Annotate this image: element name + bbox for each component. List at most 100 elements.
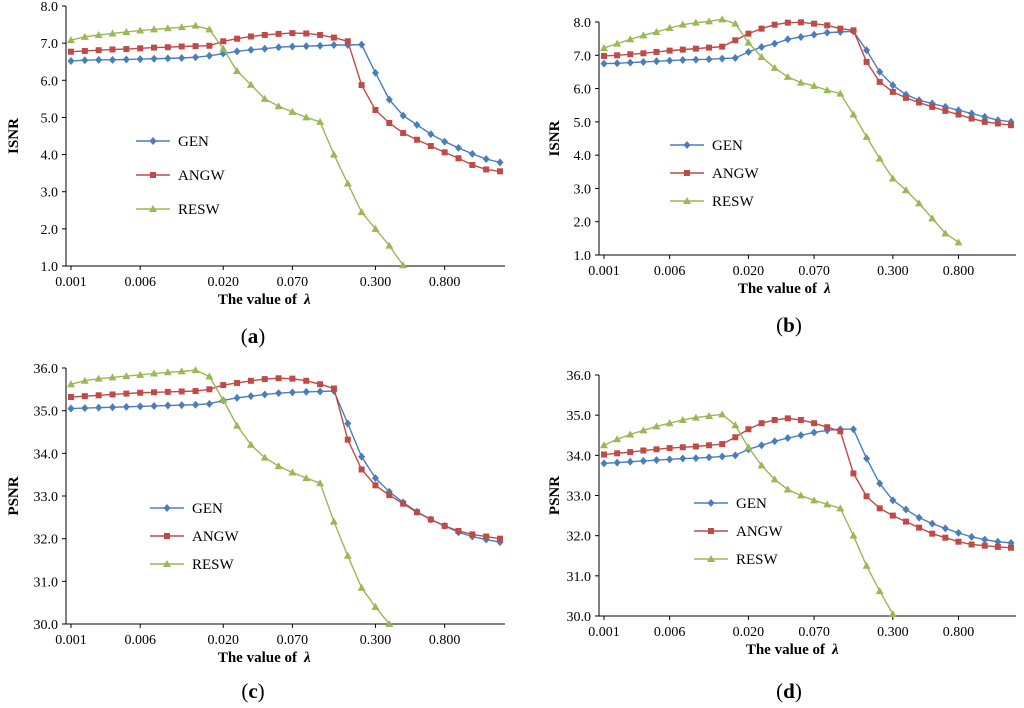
data-point-angw (275, 30, 282, 37)
x-tick-label: 0.800 (943, 625, 975, 640)
data-point-angw (601, 52, 607, 59)
data-point-resw (691, 413, 700, 421)
panel-label: (a) (241, 324, 266, 348)
data-point-resw (613, 39, 622, 47)
series-gen (600, 27, 1015, 126)
chart-panel-c: 36.0 35.0 34.0 33.0 32.0 31.0 30.00.001 0.006 0.… (6, 362, 505, 703)
y-tick-label: 30.0 (34, 618, 59, 633)
data-point-angw (192, 388, 199, 395)
panel-letter: b (783, 313, 795, 337)
data-point-gen (797, 32, 805, 41)
data-point-gen (67, 404, 75, 413)
x-tick-label: 0.800 (429, 275, 461, 290)
data-point-resw (665, 419, 674, 427)
y-tick-label: 1.0 (41, 260, 59, 275)
legend-label: RESW (712, 194, 755, 210)
data-point-resw (329, 150, 338, 158)
data-point-gen (613, 458, 621, 467)
legend-entry-resw: RESW (136, 202, 221, 218)
x-tick-label: 0.020 (733, 264, 765, 279)
data-point-resw (836, 504, 845, 512)
y-tick-label: 2.0 (574, 216, 592, 231)
data-point-angw (902, 518, 909, 525)
data-point-angw (653, 446, 660, 453)
y-tick-label: 1.0 (574, 249, 592, 264)
data-point-angw (640, 50, 647, 57)
data-point-resw (233, 67, 242, 74)
legend-marker (163, 504, 171, 512)
data-point-gen (81, 56, 89, 65)
data-point-angw (811, 420, 818, 427)
data-point-resw (665, 23, 674, 31)
x-tick-label: 0.001 (588, 264, 620, 279)
data-point-gen (653, 456, 661, 465)
x-axis-label: The value of (218, 650, 298, 666)
data-point-angw (955, 111, 962, 118)
x-tick-label: 0.300 (877, 264, 909, 279)
data-point-angw (889, 512, 896, 519)
data-point-resw (757, 52, 766, 60)
data-point-angw (601, 451, 607, 458)
data-point-resw (613, 435, 622, 443)
data-point-resw (770, 63, 779, 71)
x-tick-label: 0.300 (877, 625, 909, 640)
data-point-gen (233, 47, 241, 56)
data-point-angw (745, 426, 752, 433)
x-tick-label: 0.070 (277, 275, 309, 290)
data-point-angw (123, 390, 130, 397)
y-tick-label: 34.0 (34, 447, 59, 462)
data-point-resw (371, 224, 380, 232)
data-point-resw (136, 26, 145, 34)
data-point-resw (600, 43, 608, 51)
data-point-gen (626, 58, 634, 67)
series-resw (67, 21, 408, 269)
data-point-gen (863, 454, 871, 463)
data-point-gen (718, 452, 726, 461)
data-point-angw (220, 38, 227, 45)
data-point-gen (178, 401, 186, 410)
data-point-gen (261, 44, 269, 53)
data-point-angw (303, 30, 310, 37)
data-point-gen (902, 505, 910, 514)
legend-marker (707, 499, 715, 507)
data-point-resw (849, 531, 858, 539)
legend-marker (683, 197, 691, 204)
data-point-resw (343, 179, 352, 187)
data-point-gen (600, 59, 608, 68)
data-point-angw (317, 381, 324, 388)
data-point-resw (875, 587, 884, 595)
data-point-angw (981, 118, 988, 125)
data-point-angw (234, 379, 241, 386)
data-point-angw (261, 376, 268, 383)
legend-label: ANGW (178, 168, 225, 184)
x-tick-label: 0.006 (124, 633, 156, 648)
data-point-angw (330, 385, 337, 392)
data-point-resw (357, 208, 366, 216)
y-tick-label: 32.0 (567, 530, 592, 545)
data-point-resw (219, 44, 228, 52)
data-point-gen (316, 387, 324, 396)
legend-marker (149, 137, 157, 145)
data-point-gen (810, 428, 818, 437)
data-point-angw (261, 31, 268, 38)
data-point-gen (810, 30, 818, 39)
data-point-gen (247, 45, 255, 54)
data-point-angw (784, 19, 791, 26)
data-point-gen (150, 401, 158, 410)
data-point-gen (371, 474, 379, 483)
y-tick-label: 33.0 (34, 490, 59, 505)
legend-marker (683, 141, 691, 149)
data-point-gen (692, 454, 700, 463)
panel-paren: ( (241, 324, 248, 348)
data-point-angw (745, 30, 752, 37)
x-tick-label: 0.001 (55, 275, 87, 290)
data-point-gen (981, 535, 989, 544)
data-point-gen (95, 55, 103, 64)
data-point-angw (289, 30, 296, 37)
chart-panel-d: 36.0 35.0 34.0 33.0 32.0 31.0 30.00.001 0.006 0.… (547, 369, 1016, 703)
x-axis-lambda-symbol: λ (303, 650, 311, 666)
data-point-gen (718, 54, 726, 63)
y-tick-label: 2.0 (41, 223, 59, 238)
x-tick-label: 0.300 (360, 633, 392, 648)
data-point-angw (837, 428, 844, 435)
